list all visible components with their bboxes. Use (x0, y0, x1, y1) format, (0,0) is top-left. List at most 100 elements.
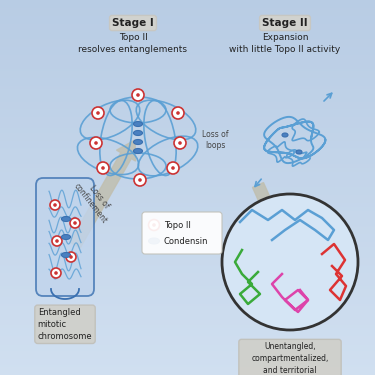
Bar (0, 327, 375, 328)
Circle shape (94, 141, 98, 145)
Bar (0, 114, 375, 115)
Bar (0, 47, 375, 48)
Bar (0, 256, 375, 257)
Bar (0, 314, 375, 315)
Bar (0, 249, 375, 250)
Bar (0, 180, 375, 181)
Bar (0, 140, 375, 141)
Bar (0, 144, 375, 145)
Text: Condensin: Condensin (164, 237, 209, 246)
FancyBboxPatch shape (142, 212, 222, 254)
Bar (0, 60, 375, 61)
Bar (0, 248, 375, 249)
Bar (0, 269, 375, 270)
Bar (0, 371, 375, 372)
Text: Loss of
confinement: Loss of confinement (72, 175, 118, 225)
Bar (0, 81, 375, 82)
Bar (0, 309, 375, 310)
Bar (0, 225, 375, 226)
Bar (0, 147, 375, 148)
Bar (0, 287, 375, 288)
Bar (0, 135, 375, 136)
Bar (0, 168, 375, 169)
Bar (0, 171, 375, 172)
Bar (0, 26, 375, 27)
Bar (0, 120, 375, 121)
Bar (0, 361, 375, 362)
Circle shape (178, 141, 182, 145)
Ellipse shape (282, 133, 288, 137)
Circle shape (222, 194, 358, 330)
Bar (0, 48, 375, 49)
Bar (0, 6, 375, 7)
Bar (0, 277, 375, 278)
Bar (0, 152, 375, 153)
Bar (0, 173, 375, 174)
Bar (0, 96, 375, 97)
Bar (0, 372, 375, 373)
Bar (0, 233, 375, 234)
Bar (0, 330, 375, 331)
Bar (0, 298, 375, 299)
Circle shape (174, 137, 186, 149)
Bar (0, 346, 375, 347)
Circle shape (134, 174, 146, 186)
Bar (0, 329, 375, 330)
Bar (0, 373, 375, 374)
Bar (0, 79, 375, 80)
Bar (0, 205, 375, 206)
Bar (0, 70, 375, 71)
Bar (0, 286, 375, 287)
Bar (0, 46, 375, 47)
Bar (0, 53, 375, 54)
Bar (0, 75, 375, 76)
Bar (0, 118, 375, 119)
Bar (0, 184, 375, 185)
Bar (0, 226, 375, 227)
Bar (0, 347, 375, 348)
Circle shape (70, 218, 80, 228)
Bar (0, 311, 375, 312)
Circle shape (148, 219, 159, 231)
Bar (0, 149, 375, 150)
Circle shape (172, 107, 184, 119)
Circle shape (73, 221, 77, 225)
Bar (0, 295, 375, 296)
Bar (0, 283, 375, 284)
Bar (0, 150, 375, 151)
Bar (0, 42, 375, 43)
Circle shape (69, 255, 73, 259)
Bar (0, 284, 375, 285)
Bar (0, 59, 375, 60)
Bar (0, 324, 375, 325)
Bar (0, 340, 375, 341)
Bar (0, 204, 375, 205)
Circle shape (53, 203, 57, 207)
Bar (0, 166, 375, 167)
Bar (0, 320, 375, 321)
Circle shape (90, 137, 102, 149)
Bar (0, 10, 375, 11)
Bar (0, 142, 375, 143)
Bar (0, 155, 375, 156)
Bar (0, 146, 375, 147)
Bar (0, 195, 375, 196)
Bar (0, 18, 375, 19)
Bar (0, 323, 375, 324)
Text: Entangled
mitotic
chromosome: Entangled mitotic chromosome (38, 308, 92, 340)
Circle shape (52, 236, 62, 246)
Bar (0, 29, 375, 30)
Bar (0, 7, 375, 8)
Bar (0, 169, 375, 170)
Bar (0, 308, 375, 309)
Bar (0, 352, 375, 353)
Bar (0, 62, 375, 63)
Bar (0, 158, 375, 159)
Bar (0, 349, 375, 350)
Bar (0, 138, 375, 139)
Bar (0, 77, 375, 78)
Bar (0, 212, 375, 213)
Bar (0, 344, 375, 345)
Circle shape (96, 111, 100, 115)
Bar (0, 252, 375, 253)
